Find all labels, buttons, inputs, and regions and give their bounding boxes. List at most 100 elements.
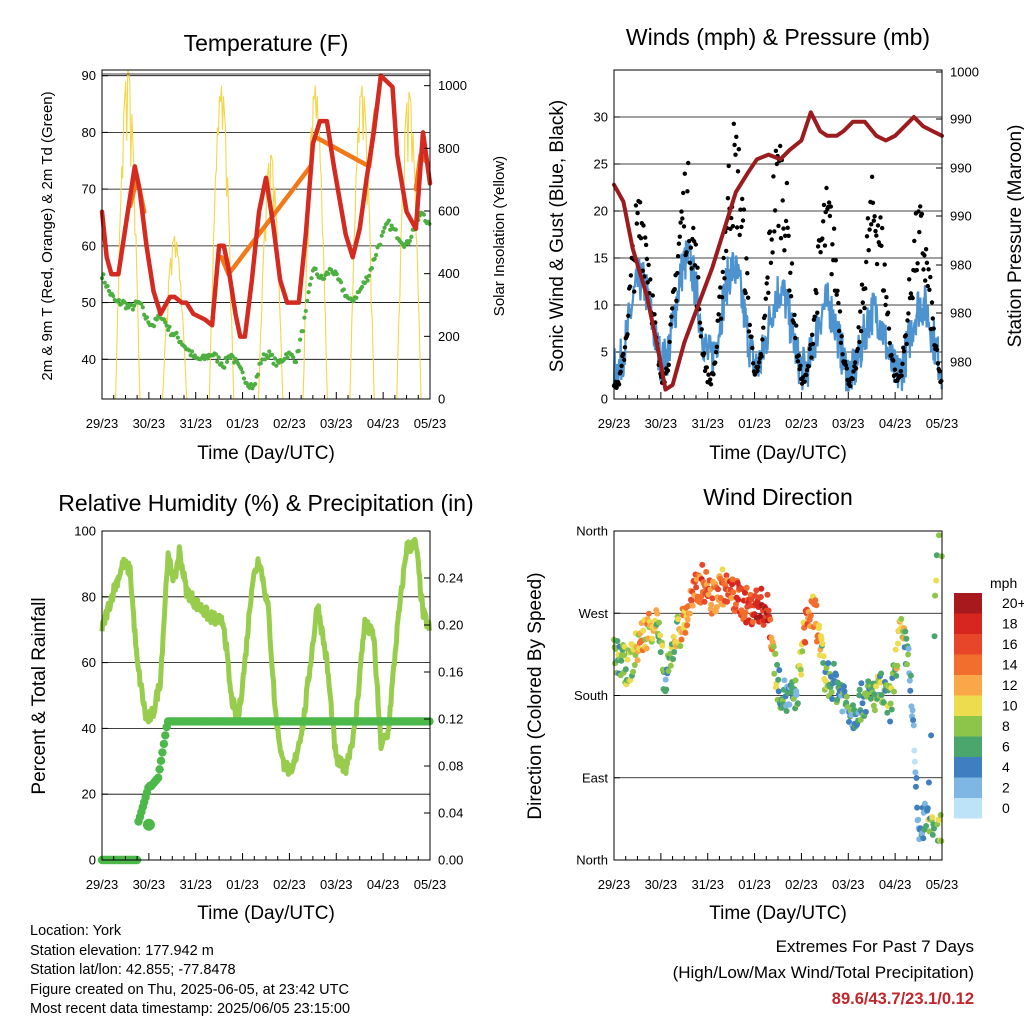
rainfall-point — [158, 748, 167, 757]
gust-point — [910, 295, 915, 301]
gust-point — [860, 300, 865, 305]
gust-point — [691, 225, 696, 231]
gust-point — [725, 196, 731, 201]
dewpoint-point — [274, 363, 279, 368]
temp-9m-line — [315, 107, 379, 169]
dewpoint-point — [285, 355, 290, 360]
legend-label: 20+ — [1002, 595, 1024, 611]
direction-point — [667, 662, 674, 669]
humidity-xtick-label: 29/23 — [86, 877, 119, 892]
direction-point — [693, 584, 700, 591]
gust-point — [696, 275, 701, 280]
direction-point — [685, 603, 692, 610]
dewpoint-point — [167, 324, 172, 329]
gust-point — [915, 261, 920, 266]
gust-point — [921, 267, 926, 272]
dewpoint-point — [382, 225, 387, 230]
temp-ytick-label: 90 — [82, 68, 96, 83]
gust-point — [734, 134, 739, 139]
gust-point — [686, 160, 691, 166]
gust-point — [763, 296, 768, 301]
direction-point — [708, 601, 715, 608]
gust-point — [835, 288, 840, 293]
legend-swatch — [954, 757, 982, 778]
info-latlon: Station lat/lon: 42.855; -77.8478 — [30, 962, 236, 979]
winds-y2tick-label: 1000 — [950, 65, 979, 80]
winds-y2tick-label: 990 — [950, 112, 972, 127]
gust-point — [740, 196, 745, 202]
direction-xtick-label: 05/23 — [926, 877, 959, 892]
dewpoint-point — [296, 348, 301, 353]
dewpoint-point — [225, 359, 230, 364]
gust-point — [848, 383, 853, 389]
gust-point — [788, 294, 794, 299]
gust-point — [621, 357, 627, 363]
legend-swatch — [954, 777, 982, 798]
legend-swatch — [954, 593, 982, 614]
direction-point — [771, 670, 778, 677]
direction-point — [686, 610, 693, 617]
winds-ylabel-right: Station Pressure (Maroon) — [1005, 125, 1024, 348]
gust-point — [667, 339, 672, 345]
dewpoint-point — [298, 337, 303, 342]
legend-title: mph — [990, 575, 1017, 591]
station-info: Location: York Station elevation: 177.94… — [30, 922, 350, 1020]
direction-point — [812, 597, 819, 604]
humidity-ytick-label: 0 — [89, 853, 96, 868]
gust-point — [879, 243, 884, 248]
direction-point — [909, 707, 916, 714]
direction-point — [783, 708, 790, 714]
gust-point — [843, 362, 849, 368]
direction-point — [753, 587, 760, 594]
dewpoint-point — [239, 366, 244, 371]
gust-point — [789, 261, 795, 266]
humidity-xtick-label: 05/23 — [414, 877, 447, 892]
gust-point — [905, 318, 910, 323]
gust-point — [680, 216, 685, 221]
gust-point — [885, 310, 891, 315]
dewpoint-point — [122, 300, 127, 305]
dewpoint-point — [407, 238, 412, 243]
gust-point — [804, 372, 809, 378]
temp-y2tick-label: 400 — [438, 266, 460, 281]
direction-point — [765, 607, 772, 614]
dewpoint-point — [293, 360, 299, 365]
winds-xtick-label: 03/23 — [832, 416, 865, 431]
direction-ytick-label: West — [579, 606, 609, 621]
gust-point — [914, 267, 919, 273]
direction-point — [742, 589, 748, 596]
direction-point — [936, 532, 942, 539]
direction-point — [912, 783, 919, 790]
gust-point — [802, 379, 807, 384]
dewpoint-point — [307, 282, 313, 287]
gust-point — [699, 327, 704, 332]
direction-ytick-label: East — [582, 770, 608, 785]
winds-xtick-label: 31/23 — [691, 416, 724, 431]
dewpoint-point — [369, 266, 374, 271]
gust-point — [908, 291, 914, 296]
direction-point — [757, 594, 764, 600]
gust-point — [762, 313, 768, 318]
direction-point — [862, 708, 869, 715]
dewpoint-point — [216, 355, 221, 360]
direction-point — [856, 686, 863, 693]
gust-point — [851, 369, 856, 374]
dewpoint-point — [102, 280, 107, 285]
gust-point — [778, 143, 783, 149]
dewpoint-point — [309, 276, 314, 281]
gust-point — [744, 256, 749, 261]
direction-point — [859, 700, 866, 707]
gust-point — [867, 227, 872, 232]
direction-point — [912, 769, 919, 776]
dewpoint-point — [241, 376, 247, 381]
gust-point — [798, 363, 803, 368]
gust-point — [858, 309, 863, 314]
gust-point — [906, 311, 911, 316]
direction-point — [898, 615, 905, 622]
dewpoint-point — [291, 355, 296, 360]
direction-point — [931, 633, 938, 640]
gust-point — [646, 262, 651, 268]
direction-point — [802, 639, 809, 646]
gust-point — [688, 245, 693, 250]
gust-point — [862, 305, 867, 311]
